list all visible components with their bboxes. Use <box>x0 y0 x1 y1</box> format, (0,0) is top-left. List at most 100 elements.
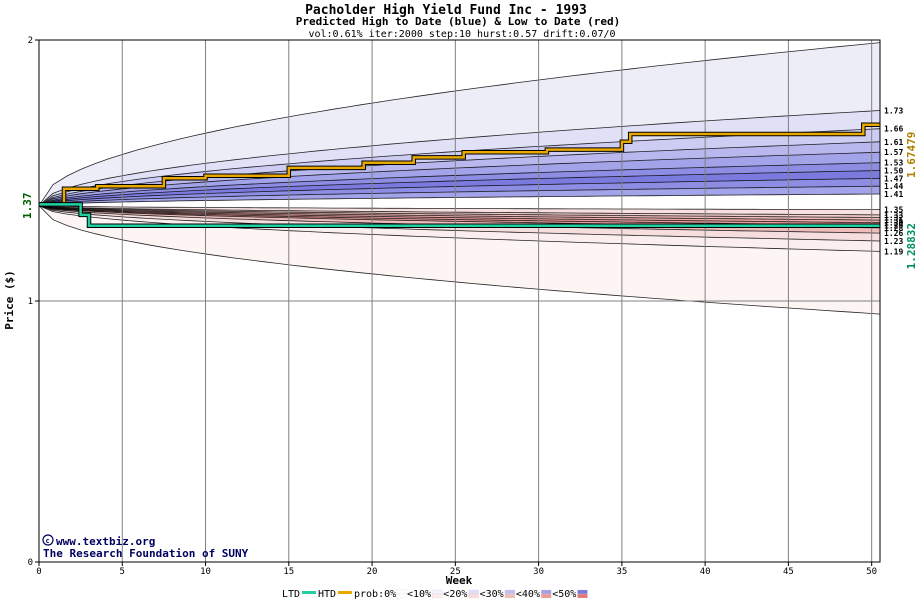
band-boundary-6 <box>38 170 881 207</box>
right-label-low-1: 1.33 <box>884 211 903 220</box>
right-label-high-1: 1.66 <box>884 125 903 134</box>
x-tick-label-9: 45 <box>783 567 794 577</box>
band-boundary-13 <box>38 205 881 221</box>
legend-swatch-blue-0 <box>395 589 407 595</box>
credit-url: www.textbiz.org <box>56 535 155 548</box>
band-boundary-11 <box>38 205 881 216</box>
chart-title: Pacholder High Yield Fund Inc - 1993 <box>305 3 587 18</box>
band-boundary-20 <box>38 205 881 315</box>
blue-band-0 <box>39 42 880 206</box>
right-band-labels: 1.73 1.66 1.611.57 1.531.501.471.441.41 1.35… <box>884 106 903 256</box>
band-boundary-10 <box>38 205 880 211</box>
right-label-high-2: 1.61 <box>884 138 903 147</box>
x-tick-label-4: 20 <box>367 567 378 577</box>
legend-ltd-label: LTD <box>282 589 300 600</box>
red-band-9 <box>39 205 880 315</box>
final-low-value: 1.28832 <box>905 223 918 269</box>
band-boundary-0 <box>38 42 881 206</box>
blue-band-7 <box>39 178 880 206</box>
band-boundary-14 <box>38 205 881 224</box>
final-high-value: 1.67479 <box>905 132 918 178</box>
band-boundary-7 <box>38 177 881 207</box>
x-tick-label-0: 0 <box>36 567 41 577</box>
y-tick-labels: 0 1 2 <box>28 36 39 568</box>
series-lines <box>39 122 880 229</box>
legend-item-label-0: <10% <box>407 589 431 600</box>
copyright-c: c <box>46 537 50 545</box>
x-tick-label-1: 5 <box>120 567 125 577</box>
legend-swatch-red-1 <box>432 593 443 599</box>
x-axis-label: Week <box>446 574 473 587</box>
y-tick-label-1: 1 <box>28 297 33 307</box>
blue-band-2 <box>39 128 880 206</box>
band-boundary-8 <box>38 185 881 207</box>
right-label-high-5: 1.50 <box>884 167 903 176</box>
right-label-low-6: 1.28 <box>884 224 903 233</box>
x-tick-label-5: 25 <box>450 567 461 577</box>
right-label-low-9: 1.19 <box>884 247 903 256</box>
right-label-high-3: 1.57 <box>884 148 903 157</box>
band-boundary-9 <box>38 193 881 207</box>
x-tick-labels: 0 5 10 15 20 25 30 35 40 45 50 <box>36 562 877 577</box>
legend-swatch-red-5 <box>577 593 588 599</box>
right-label-low-3: 1.31 <box>884 216 903 225</box>
right-label-low-7: 1.26 <box>884 229 903 238</box>
legend-htd-swatch <box>338 591 352 594</box>
legend-item-label-1: <20% <box>443 589 467 600</box>
chart-params: vol:0.61% iter:2000 step:10 hurst:0.57 d… <box>308 29 615 40</box>
legend-item-label-4: <50% <box>552 589 576 600</box>
credit-org: The Research Foundation of SUNY <box>43 547 249 560</box>
legend-swatch-blue-4 <box>541 589 552 595</box>
x-tick-label-8: 40 <box>700 567 711 577</box>
chart-subtitle: Predicted High to Date (blue) & Low to D… <box>296 15 621 28</box>
red-band-1 <box>39 205 880 218</box>
right-label-high-4: 1.53 <box>884 159 903 168</box>
y-axis-label: Price ($) <box>3 270 16 330</box>
band-boundary-1 <box>38 110 881 207</box>
legend-swatch-blue-3 <box>504 589 516 595</box>
x-tick-label-10: 50 <box>866 567 877 577</box>
right-label-low-4: 1.30 <box>884 219 903 228</box>
right-label-high-8: 1.41 <box>884 190 903 199</box>
x-tick-label-6: 30 <box>533 567 544 577</box>
blue-band-5 <box>39 162 880 206</box>
legend-htd-label: HTD <box>318 589 336 600</box>
x-tick-label-2: 10 <box>200 567 211 577</box>
legend-prob-label: prob:0% <box>354 589 396 600</box>
legend-ltd-swatch <box>302 591 316 594</box>
legend-item-label-3: <40% <box>516 589 540 600</box>
y-tick-label-0: 0 <box>28 558 33 568</box>
credits: c www.textbiz.org The Research Foundatio… <box>42 534 249 560</box>
x-tick-label-7: 35 <box>616 567 627 577</box>
right-label-low-2: 1.32 <box>884 213 903 222</box>
right-label-low-0: 1.35 <box>884 206 903 215</box>
legend-swatch-blue-2 <box>468 589 479 595</box>
red-band-7 <box>39 205 880 241</box>
right-label-low-5: 1.29 <box>884 221 903 230</box>
legend-swatch-red-0 <box>395 593 407 599</box>
legend-swatch-red-3 <box>504 593 516 599</box>
copyright-icon <box>42 534 54 546</box>
red-band-8 <box>39 205 880 252</box>
band-boundary-5 <box>38 162 881 207</box>
legend-swatch-red-4 <box>541 593 552 599</box>
red-band-2 <box>39 205 880 221</box>
blue-band-3 <box>39 141 880 206</box>
band-boundaries <box>38 42 881 315</box>
blue-band-8 <box>39 186 880 206</box>
y-tick-label-2: 2 <box>28 36 33 46</box>
legend-swatch-blue-1 <box>432 589 443 595</box>
blue-band-6 <box>39 170 880 206</box>
right-label-low-8: 1.23 <box>884 237 903 246</box>
right-label-high-0: 1.73 <box>884 106 903 115</box>
blue-band-4 <box>39 152 880 206</box>
htd-line <box>39 123 880 206</box>
ltd-line <box>39 203 880 228</box>
right-label-high-6: 1.47 <box>884 174 903 183</box>
start-value-label: 1.37 <box>21 192 34 219</box>
right-label-high-7: 1.44 <box>884 182 903 191</box>
grid-lines <box>39 40 880 562</box>
band-boundary-12 <box>38 205 881 218</box>
band-boundary-4 <box>38 151 881 207</box>
